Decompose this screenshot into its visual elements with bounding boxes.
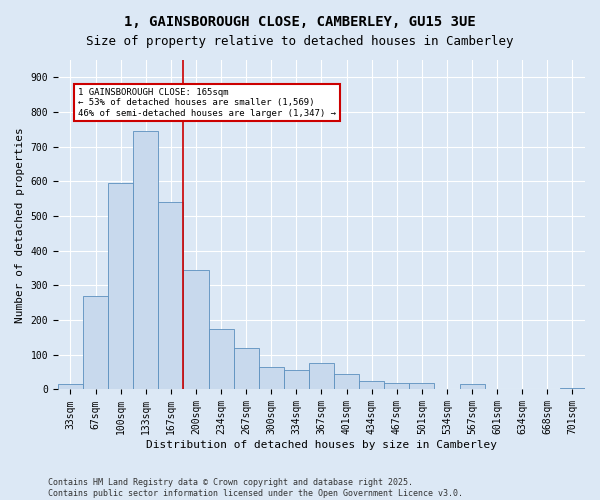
Y-axis label: Number of detached properties: Number of detached properties [15, 127, 25, 322]
Bar [560, 388, 585, 390]
Bar [409, 382, 434, 390]
Bar [184, 270, 209, 390]
Bar [259, 367, 284, 390]
Bar [309, 364, 334, 390]
Bar [108, 183, 133, 390]
Bar [83, 296, 108, 390]
Bar [284, 370, 309, 390]
Bar [334, 374, 359, 390]
Bar [133, 131, 158, 390]
Bar [384, 382, 409, 390]
Text: Contains HM Land Registry data © Crown copyright and database right 2025.
Contai: Contains HM Land Registry data © Crown c… [48, 478, 463, 498]
Text: 1 GAINSBOROUGH CLOSE: 165sqm
← 53% of detached houses are smaller (1,569)
46% of: 1 GAINSBOROUGH CLOSE: 165sqm ← 53% of de… [78, 88, 336, 118]
Text: Size of property relative to detached houses in Camberley: Size of property relative to detached ho… [86, 35, 514, 48]
Bar [209, 329, 233, 390]
X-axis label: Distribution of detached houses by size in Camberley: Distribution of detached houses by size … [146, 440, 497, 450]
Text: 1, GAINSBOROUGH CLOSE, CAMBERLEY, GU15 3UE: 1, GAINSBOROUGH CLOSE, CAMBERLEY, GU15 3… [124, 15, 476, 29]
Bar [460, 384, 485, 390]
Bar [359, 381, 384, 390]
Bar [233, 348, 259, 390]
Bar [58, 384, 83, 390]
Bar [158, 202, 184, 390]
